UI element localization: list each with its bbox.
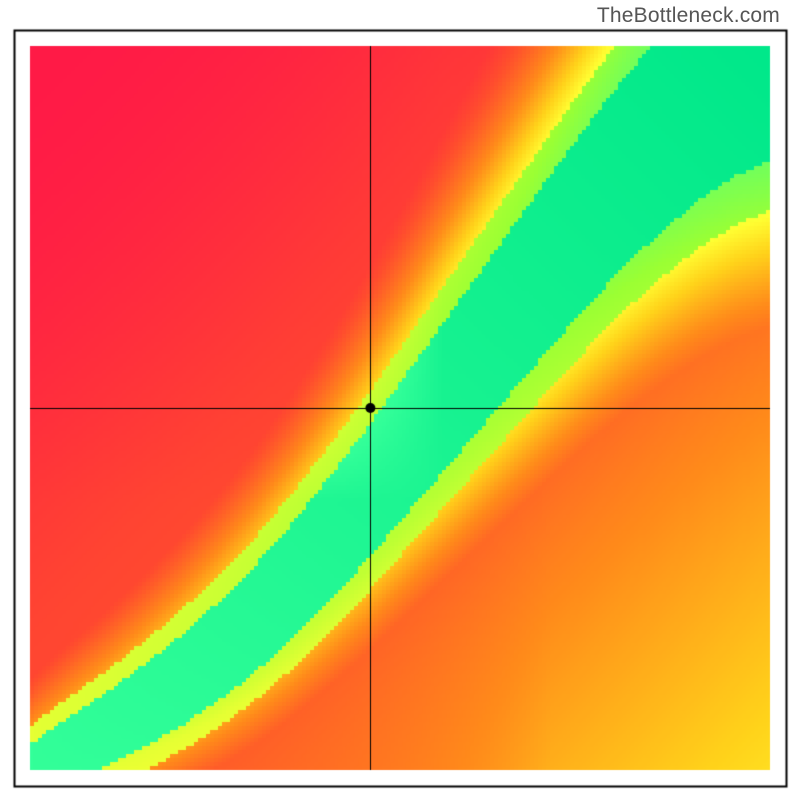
chart-container: TheBottleneck.com: [0, 0, 800, 800]
heatmap-canvas: [0, 0, 800, 800]
watermark-text: TheBottleneck.com: [597, 4, 780, 28]
